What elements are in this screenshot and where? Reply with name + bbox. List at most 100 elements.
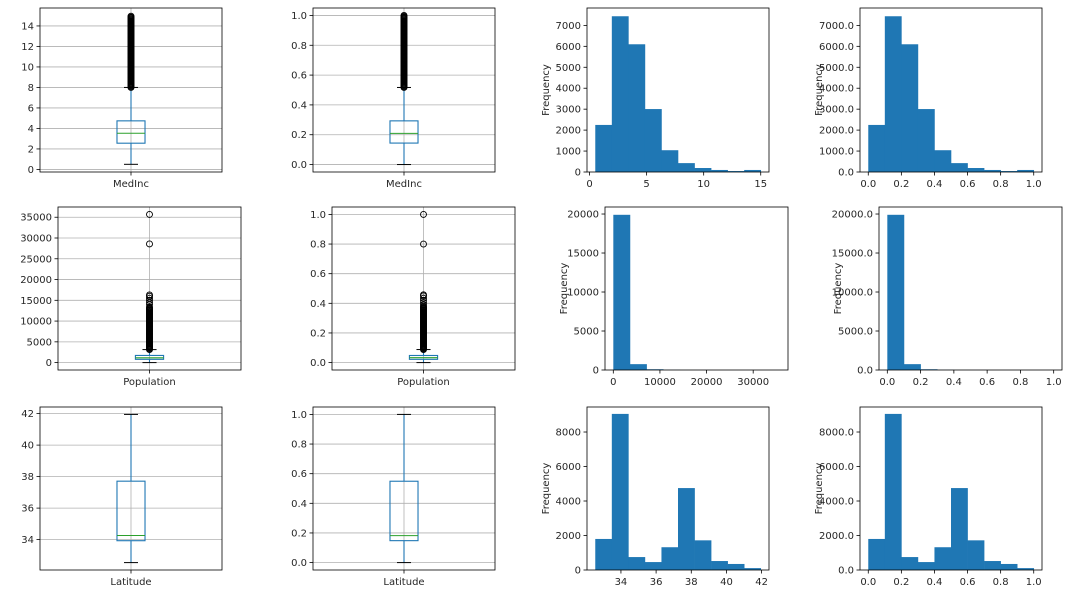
x-tick-label: 0.0 (860, 577, 876, 588)
y-tick-label: 0.0 (838, 168, 854, 179)
y-tick-label: 2000.0 (819, 126, 854, 137)
subplot-box: 0.0 0.2 0.4 0.6 0.8 1.0 Population (310, 206, 516, 388)
outlier-point (146, 294, 153, 302)
histogram-bar (901, 557, 919, 570)
y-tick-label: 1.0 (291, 410, 307, 421)
y-tick-label: 0.4 (291, 499, 307, 510)
histogram-bar (1017, 568, 1035, 570)
subplot-hist: 0 1000 2000 3000 4000 5000 6000 7000 0 5 10 15 Frequ… (541, 7, 770, 190)
histogram-bar (711, 561, 728, 570)
y-tick-label: 0.6 (291, 71, 307, 82)
histogram-bar (628, 44, 646, 172)
x-tick-label: 0.4 (927, 179, 943, 190)
subplot-box: 0.0 0.2 0.4 0.6 0.8 1.0 MedInc (291, 7, 496, 190)
x-tick-label: 1.0 (1046, 377, 1062, 388)
y-axis-label: Frequency (559, 263, 570, 315)
subplot-box: 0.0 0.2 0.4 0.6 0.8 1.0 Latitude (291, 406, 496, 588)
histogram-bar (694, 168, 712, 172)
x-tick-label: 15 (754, 179, 767, 190)
x-tick-label: 0.4 (946, 377, 962, 388)
box-iqr (389, 480, 419, 542)
y-tick-label: 0.0 (857, 366, 873, 377)
histogram-bar (984, 561, 1001, 570)
y-tick-label: 6000 (556, 42, 581, 53)
x-tick-label: 1.0 (1026, 179, 1042, 190)
y-tick-label: 0.2 (291, 528, 307, 539)
axes-frame (586, 7, 770, 173)
x-tick-label: Latitude (383, 577, 424, 588)
outlier-point (420, 240, 427, 248)
y-tick-label: 10 (21, 62, 34, 73)
axes-frame (604, 206, 789, 371)
subplot-hist: 0 2000 4000 6000 8000 34 36 38 40 42 Frequency (541, 406, 770, 588)
subplot-hist: 0.0 1000.0 2000.0 3000.0 4000.0 5000.0 6000.0 7… (814, 7, 1043, 190)
x-tick-label: 0 (586, 179, 592, 190)
histogram-bar (727, 171, 745, 172)
y-tick-label: 4 (28, 124, 34, 135)
y-tick-label: 20000 (20, 275, 52, 286)
histogram-bar (595, 124, 613, 172)
histogram-bar (711, 169, 728, 172)
x-tick-label: 0.8 (993, 577, 1009, 588)
histogram-bar (901, 44, 919, 172)
histogram-bar (613, 214, 631, 370)
y-tick-label: 10000 (20, 317, 52, 328)
y-tick-label: 5000.0 (819, 63, 854, 74)
x-tick-label: MedInc (113, 179, 149, 190)
outlier-point (146, 210, 153, 218)
y-tick-label: 3000.0 (819, 105, 854, 116)
y-tick-label: 25000 (20, 254, 52, 265)
y-tick-label: 5000.0 (838, 327, 873, 338)
histogram-bar (611, 413, 629, 570)
y-tick-label: 8 (28, 83, 34, 94)
y-tick-label: 5000 (556, 63, 581, 74)
histogram-bar (984, 169, 1001, 172)
outlier-point (146, 240, 153, 248)
x-tick-label: 0 (610, 377, 616, 388)
y-tick-label: 7000 (556, 21, 581, 32)
subplot-hist: 0 5000 10000 15000 20000 0 10000 20000 30000 Freq… (559, 206, 789, 388)
histogram-bar (884, 16, 902, 172)
y-tick-label: 10000 (567, 288, 599, 299)
x-tick-label: 1.0 (1026, 577, 1042, 588)
histogram-bar (1017, 169, 1035, 172)
y-tick-label: 5000 (574, 327, 599, 338)
y-tick-label: 0.0 (291, 160, 307, 171)
y-tick-label: 34 (21, 535, 34, 546)
subplot-hist: 0.0 5000.0 10000.0 15000.0 20000.0 0.0 0.2 0.4 0… (832, 206, 1063, 388)
y-tick-label: 7000.0 (819, 21, 854, 32)
outlier-point (420, 210, 427, 218)
y-tick-label: 0.4 (310, 299, 326, 310)
axes-frame (859, 7, 1043, 173)
y-axis-label: Frequency (541, 64, 552, 116)
histogram-bar (951, 488, 968, 570)
y-tick-label: 15000.0 (832, 249, 873, 260)
x-tick-label: Population (397, 377, 450, 388)
x-tick-label: 10 (697, 179, 710, 190)
outlier-point (420, 296, 427, 304)
histogram-bar (884, 413, 902, 570)
y-tick-label: 30000 (20, 234, 52, 245)
x-tick-label: 36 (650, 577, 663, 588)
y-tick-label: 0.8 (310, 240, 326, 251)
y-tick-label: 0.6 (291, 469, 307, 480)
histogram-bar (661, 150, 679, 172)
axes-frame (859, 406, 1043, 571)
histogram-bar (1000, 171, 1018, 172)
histogram-bar (868, 124, 886, 172)
outlier-point (420, 301, 427, 309)
histogram-bar (628, 557, 646, 570)
box-iqr (116, 480, 146, 542)
x-tick-label: 30000 (737, 377, 769, 388)
y-tick-label: 0 (575, 168, 581, 179)
outlier-point (420, 299, 427, 307)
histogram-bar (678, 488, 695, 570)
axes-frame (39, 406, 223, 571)
outlier-point (127, 12, 135, 20)
axes-frame (878, 206, 1063, 371)
x-tick-label: 0.6 (960, 577, 976, 588)
axes-frame (586, 406, 770, 571)
y-tick-label: 0.0 (291, 558, 307, 569)
histogram-bar (903, 364, 921, 370)
